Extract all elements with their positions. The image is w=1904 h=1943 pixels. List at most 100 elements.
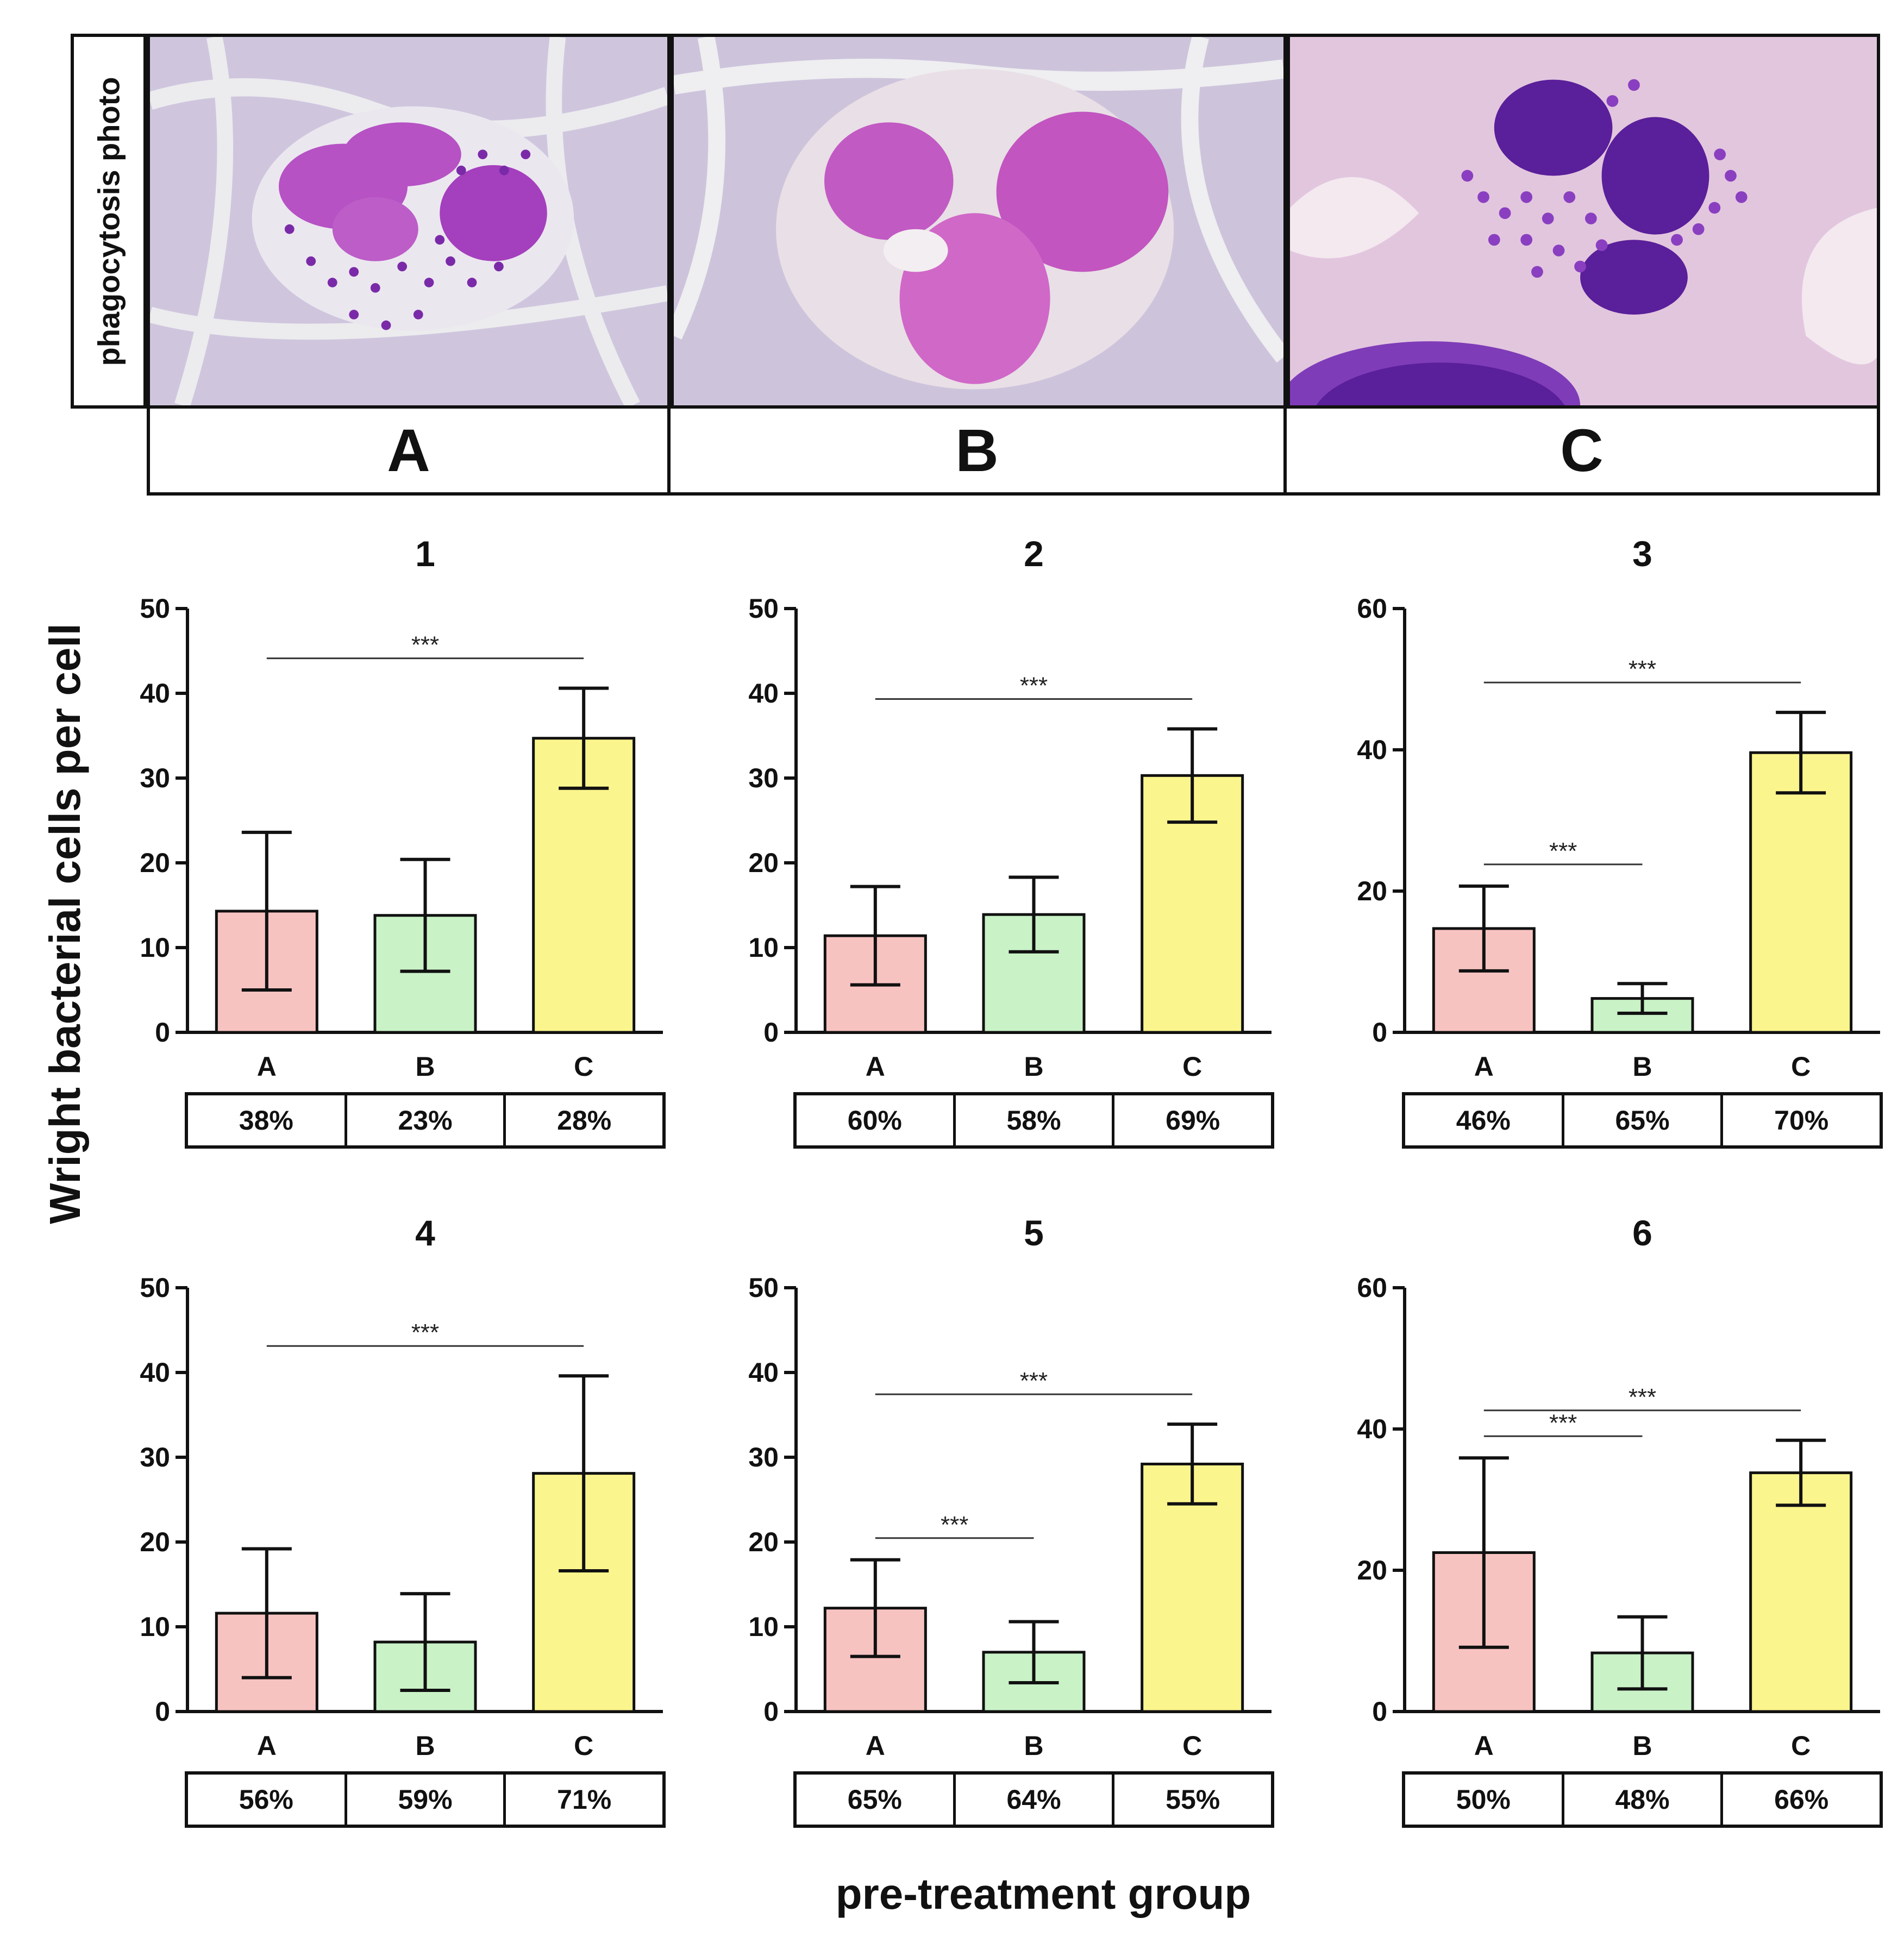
- photo-panel-b: [671, 34, 1287, 409]
- percentage-cell-B: 58%: [956, 1095, 1115, 1145]
- percentage-cell-A: 60%: [797, 1095, 956, 1145]
- percentage-cell-C: 70%: [1774, 1105, 1829, 1136]
- photo-caption-c: C: [1283, 405, 1880, 496]
- y-tick-label: 60: [1357, 1273, 1387, 1303]
- x-tick-label-A: A: [1474, 1051, 1494, 1081]
- percentage-cell-B: 59%: [347, 1775, 506, 1825]
- x-tick-label-C: C: [1791, 1051, 1811, 1081]
- phagocyte-photo-b-icon: [674, 37, 1283, 405]
- y-tick-label: 30: [748, 1442, 779, 1472]
- percentage-cell-C: 66%: [1774, 1784, 1829, 1815]
- y-tick-label: 10: [140, 1612, 170, 1642]
- significance-label: ***: [1629, 1384, 1656, 1411]
- y-tick-label: 50: [140, 593, 170, 624]
- x-tick-label-C: C: [574, 1731, 593, 1760]
- x-tick-label-C: C: [1791, 1731, 1811, 1760]
- y-tick-label: 0: [763, 1696, 779, 1727]
- percentage-cell-C: 69%: [1166, 1105, 1220, 1136]
- significance-label: ***: [1629, 656, 1656, 682]
- chart-panel-3: 3 0 20 40 60 A B C *** *** 46% 65% 70%: [1348, 532, 1904, 1201]
- x-tick-label-B: B: [1024, 1051, 1043, 1081]
- y-tick-label: 20: [1357, 876, 1387, 906]
- y-axis-title: Wright bacterial cells per cell: [11, 623, 120, 1224]
- significance-label: ***: [411, 632, 439, 659]
- percentage-cell-A: 50%: [1405, 1775, 1564, 1825]
- y-tick-label: 20: [140, 848, 170, 878]
- y-tick-label: 0: [1372, 1696, 1387, 1727]
- x-axis-title: pre-treatment group: [835, 1870, 1251, 1918]
- percentage-table: 65% 64% 55%: [793, 1771, 1274, 1828]
- percentage-table: 60% 58% 69%: [793, 1092, 1274, 1149]
- chart-title: 6: [1632, 1213, 1652, 1253]
- y-tick-label: 50: [748, 1273, 779, 1303]
- y-tick-label: 0: [763, 1017, 779, 1048]
- y-tick-label: 40: [748, 1357, 779, 1388]
- y-tick-label: 10: [748, 1612, 779, 1642]
- x-tick-label-A: A: [1474, 1731, 1494, 1760]
- y-tick-label: 20: [1357, 1555, 1387, 1585]
- x-tick-label-B: B: [415, 1051, 435, 1081]
- photo-panel-a: [147, 34, 671, 409]
- y-tick-label: 40: [140, 1357, 170, 1388]
- y-tick-label: 30: [140, 1442, 170, 1472]
- x-tick-label-A: A: [866, 1051, 885, 1081]
- x-tick-label-B: B: [1024, 1731, 1043, 1760]
- phagocyte-photo-a-icon: [150, 37, 667, 405]
- y-tick-label: 0: [155, 1017, 170, 1048]
- y-tick-label: 30: [140, 763, 170, 793]
- bar-C: [1749, 1471, 1853, 1713]
- photo-caption-a-text: A: [387, 417, 430, 484]
- y-tick-label: 30: [748, 763, 779, 793]
- x-tick-label-B: B: [1632, 1731, 1652, 1760]
- photo-caption-b-text: B: [955, 417, 999, 484]
- significance-label: ***: [1549, 1409, 1577, 1436]
- photo-side-label: phagocytosis photo: [71, 34, 147, 409]
- chart-title: 5: [1024, 1213, 1044, 1253]
- y-tick-label: 0: [1372, 1017, 1387, 1048]
- percentage-table: 46% 65% 70%: [1402, 1092, 1883, 1149]
- phagocyte-photo-c-icon: [1290, 37, 1877, 405]
- percentage-cell-C: 71%: [557, 1784, 612, 1815]
- chart-panel-5: 5 0 10 20 30 40 50 A B C *** *** 65% 64% 55%: [739, 1212, 1337, 1880]
- chart-title: 4: [415, 1213, 435, 1253]
- percentage-cell-A: 56%: [188, 1775, 347, 1825]
- percentage-cell-C: 55%: [1166, 1784, 1220, 1815]
- chart-title: 2: [1024, 534, 1044, 574]
- photo-caption-a: A: [147, 405, 671, 496]
- significance-label: ***: [941, 1512, 968, 1538]
- percentage-table: 38% 23% 28%: [185, 1092, 666, 1149]
- y-axis-title-text: Wright bacterial cells per cell: [41, 623, 89, 1224]
- percentage-cell-A: 38%: [188, 1095, 347, 1145]
- y-tick-label: 0: [155, 1696, 170, 1727]
- y-tick-label: 60: [1357, 593, 1387, 624]
- photo-caption-c-text: C: [1560, 417, 1604, 484]
- x-tick-label-C: C: [1182, 1051, 1202, 1081]
- percentage-cell-A: 65%: [797, 1775, 956, 1825]
- photo-side-label-text: phagocytosis photo: [91, 77, 126, 366]
- y-tick-label: 20: [748, 848, 779, 878]
- y-tick-label: 50: [748, 593, 779, 624]
- y-tick-label: 40: [748, 678, 779, 709]
- percentage-cell-B: 64%: [956, 1775, 1115, 1825]
- y-tick-label: 10: [748, 932, 779, 963]
- significance-label: ***: [411, 1319, 439, 1346]
- y-tick-label: 10: [140, 932, 170, 963]
- significance-label: ***: [1020, 673, 1048, 699]
- chart-title: 1: [415, 534, 435, 574]
- y-tick-label: 40: [1357, 1414, 1387, 1444]
- x-tick-label-A: A: [866, 1731, 885, 1760]
- x-tick-label-B: B: [415, 1731, 435, 1760]
- percentage-table: 56% 59% 71%: [185, 1771, 666, 1828]
- significance-label: ***: [1020, 1368, 1048, 1394]
- percentage-table: 50% 48% 66%: [1402, 1771, 1883, 1828]
- chart-panel-6: 6 0 20 40 60 A B C *** *** 50% 48% 66%: [1348, 1212, 1904, 1880]
- photo-caption-b: B: [667, 405, 1287, 496]
- chart-panel-2: 2 0 10 20 30 40 50 A B C *** 60% 58% 69%: [739, 532, 1337, 1201]
- chart-panel-4: 4 0 10 20 30 40 50 A B C *** 56% 59% 71%: [130, 1212, 728, 1880]
- percentage-cell-A: 46%: [1405, 1095, 1564, 1145]
